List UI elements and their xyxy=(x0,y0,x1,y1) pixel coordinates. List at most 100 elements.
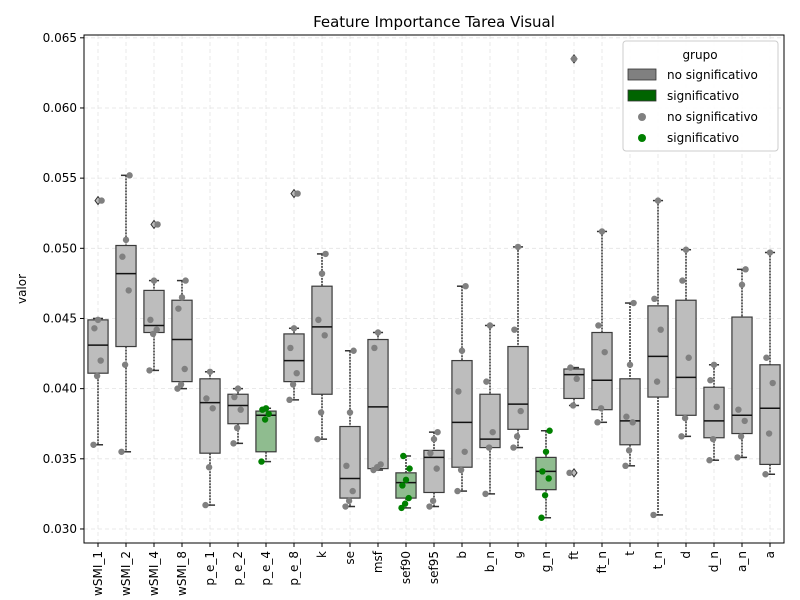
data-point-wSMI_8 xyxy=(182,277,189,284)
box-body xyxy=(423,449,445,494)
data-point-b xyxy=(457,466,465,474)
legend-label: significativo xyxy=(667,131,739,145)
data-point-p_e_2 xyxy=(230,440,237,447)
data-point-b xyxy=(454,487,461,495)
data-point-ft_n xyxy=(595,322,602,329)
data-point-k xyxy=(322,250,329,258)
data-point-a_n xyxy=(741,417,748,425)
data-point-p_e_2 xyxy=(231,393,238,401)
data-point-g_n xyxy=(539,468,546,475)
box-ft_n xyxy=(591,230,613,424)
data-point-sef90 xyxy=(401,500,409,507)
data-point-se xyxy=(345,497,353,505)
box-body xyxy=(199,378,221,454)
data-point-d_n xyxy=(706,457,713,464)
data-point-ft_n xyxy=(601,348,608,356)
box-body xyxy=(87,319,109,374)
data-point-p_e_1 xyxy=(202,501,209,509)
legend-swatch-point xyxy=(638,113,646,121)
data-point-wSMI_1 xyxy=(91,325,98,332)
data-point-wSMI_2 xyxy=(119,253,126,260)
data-point-wSMI_1 xyxy=(98,197,105,204)
box-body xyxy=(395,472,417,499)
data-point-wSMI_8 xyxy=(175,305,182,312)
data-point-ft xyxy=(569,402,577,409)
data-point-wSMI_4 xyxy=(150,277,158,284)
data-point-p_e_1 xyxy=(203,395,210,402)
legend-frame xyxy=(622,40,779,152)
data-point-sef95 xyxy=(433,465,440,472)
x-tick-label: wSMI_2 xyxy=(119,551,133,596)
x-tick-label: msf xyxy=(371,550,385,573)
data-point-p_e_1 xyxy=(209,405,216,412)
data-point-g xyxy=(510,444,517,451)
data-point-p_e_4 xyxy=(258,458,265,465)
y-tick-label: 0.045 xyxy=(43,311,77,325)
data-point-g xyxy=(517,407,524,415)
legend-label: no significativo xyxy=(667,68,758,82)
chart-title: Feature Importance Tarea Visual xyxy=(313,13,555,31)
data-point-a_n xyxy=(742,266,749,273)
data-point-b_n xyxy=(485,444,493,451)
x-tick-label: t xyxy=(623,551,637,556)
box-body xyxy=(563,368,585,400)
data-point-wSMI_4 xyxy=(149,330,157,338)
data-point-se xyxy=(346,409,354,416)
data-point-t_n xyxy=(657,326,664,333)
box-body xyxy=(619,378,641,446)
x-tick-label: ft xyxy=(567,551,581,560)
box-body xyxy=(731,316,753,435)
data-point-t xyxy=(625,447,633,454)
y-tick-label: 0.060 xyxy=(43,101,77,115)
data-point-b xyxy=(462,282,469,290)
data-point-g xyxy=(513,433,521,440)
box-body xyxy=(339,425,361,499)
data-point-ft_n xyxy=(594,419,601,426)
x-tick-label: b_n xyxy=(483,551,497,572)
data-point-g_n xyxy=(542,448,550,455)
data-point-p_e_8 xyxy=(293,369,300,377)
data-point-sef95 xyxy=(430,435,438,443)
data-point-d xyxy=(682,246,690,253)
data-point-t_n xyxy=(651,295,658,303)
x-tick-label: p_e_4 xyxy=(259,551,273,586)
box-body xyxy=(703,386,725,439)
legend-label: no significativo xyxy=(667,110,758,124)
box-body xyxy=(591,331,613,411)
data-point-p_e_2 xyxy=(234,385,242,392)
data-point-d xyxy=(685,354,692,361)
data-point-a xyxy=(765,430,773,437)
data-point-sef90 xyxy=(402,476,410,484)
box-d xyxy=(675,248,697,438)
y-tick-label: 0.055 xyxy=(43,171,77,185)
data-point-msf xyxy=(374,329,382,336)
box-b_n xyxy=(479,324,501,495)
data-point-p_e_8 xyxy=(287,344,294,352)
data-point-p_e_2 xyxy=(237,406,244,413)
data-point-p_e_4 xyxy=(265,410,272,418)
data-point-sef90 xyxy=(406,465,413,472)
x-tick-label: k xyxy=(315,551,329,558)
box-wSMI_4 xyxy=(143,219,165,372)
box-msf xyxy=(367,331,389,471)
box-body xyxy=(115,244,137,348)
data-point-p_e_1 xyxy=(205,464,213,471)
data-point-a xyxy=(762,471,769,478)
data-point-p_e_8 xyxy=(290,325,298,332)
data-point-d xyxy=(678,433,685,440)
data-point-k xyxy=(317,409,325,416)
data-point-d_n xyxy=(713,403,720,411)
data-point-wSMI_2 xyxy=(118,448,125,455)
data-point-wSMI_4 xyxy=(154,221,161,228)
box-k xyxy=(311,253,333,440)
legend-title: grupo xyxy=(682,48,717,62)
y-tick-label: 0.050 xyxy=(43,241,77,255)
data-point-t_n xyxy=(654,197,662,204)
legend-swatch-point xyxy=(638,134,646,142)
data-point-g_n xyxy=(545,475,552,482)
box-body xyxy=(367,338,389,470)
data-point-b_n xyxy=(489,428,496,436)
box-body xyxy=(311,285,333,395)
data-point-se xyxy=(343,462,350,470)
data-points xyxy=(90,55,776,521)
